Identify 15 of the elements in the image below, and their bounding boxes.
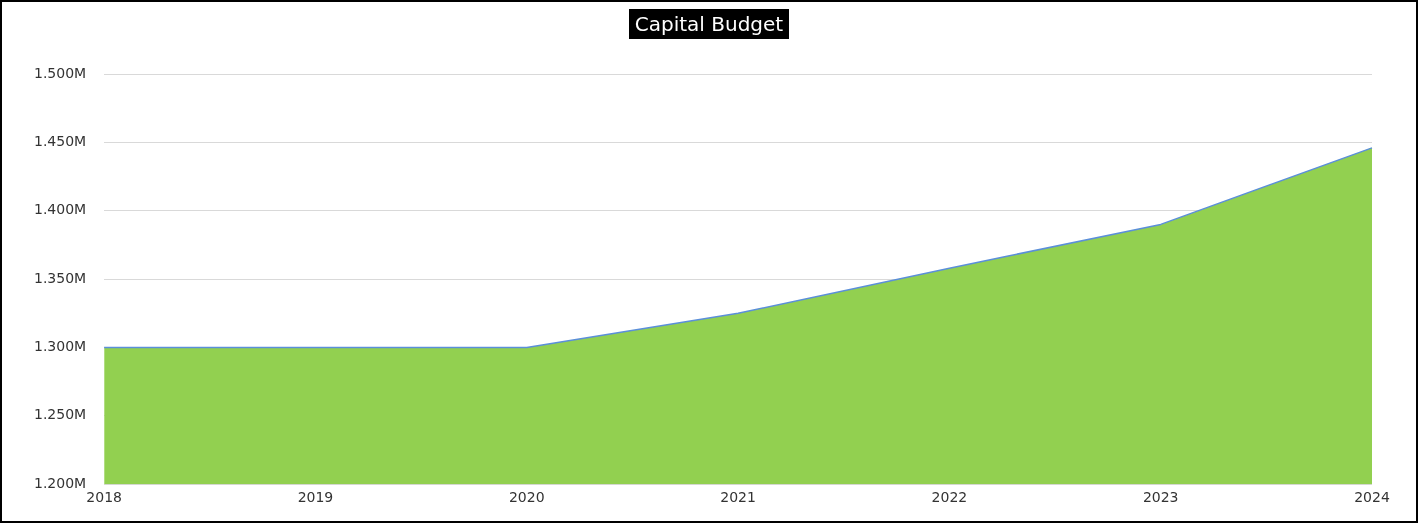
y-tick-label: 1.500M [33,64,87,81]
x-tick-label: 2022 [931,489,968,506]
chart-title: Capital Budget [628,9,790,39]
x-tick-label: 2023 [1142,489,1179,506]
x-tick-label: 2019 [297,489,334,506]
x-tick-label: 2020 [508,489,545,506]
x-tick-label: 2024 [1354,489,1390,506]
y-tick-label: 1.300M [33,338,87,355]
y-tick-label: 1.250M [33,406,87,423]
y-tick-label: 1.400M [33,201,87,218]
y-tick-label: 1.450M [33,133,87,150]
x-tick-label: 2018 [86,489,122,506]
x-tick-label: 2021 [720,489,756,506]
y-tick-label: 1.350M [33,269,87,286]
y-tick-label: 1.200M [33,474,87,491]
